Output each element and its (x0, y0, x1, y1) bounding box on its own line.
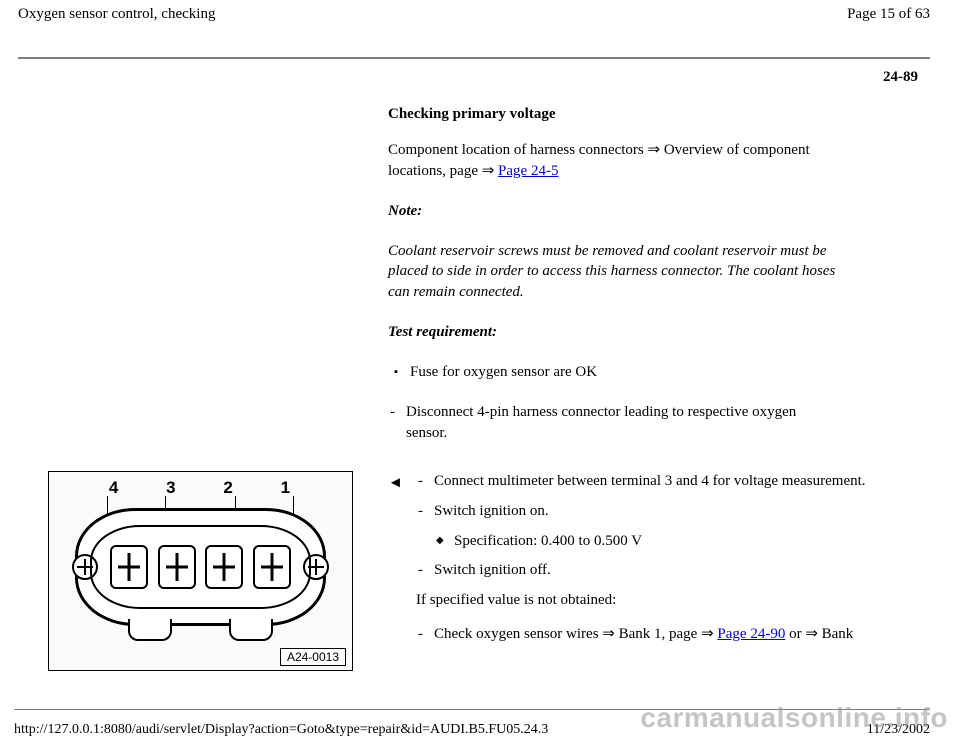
specification-value: Specification: 0.400 to 0.500 V (434, 531, 900, 551)
section-heading: Checking primary voltage (388, 104, 840, 124)
footer-url: http://127.0.0.1:8080/audi/servlet/Displ… (14, 722, 548, 738)
intro-paragraph: Component location of harness connectors… (388, 140, 840, 181)
step-connect-multimeter: Connect multimeter between terminal 3 an… (416, 471, 900, 491)
fig-label-2: 2 (223, 478, 232, 498)
step-ignition-off: Switch ignition off. (416, 560, 900, 580)
connector-pin (158, 545, 196, 589)
step-list-3: Switch ignition off. (416, 560, 900, 580)
connector-pin (253, 545, 291, 589)
page-indicator: Page 15 of 63 (847, 6, 930, 23)
connector-pin (110, 545, 148, 589)
check-prefix: Check oxygen sensor wires ⇒ Bank 1, page… (434, 626, 717, 642)
footer-date: 11/23/2002 (867, 722, 930, 738)
spec-list: Specification: 0.400 to 0.500 V (416, 531, 900, 551)
top-separator (18, 57, 930, 59)
check-list: Check oxygen sensor wires ⇒ Bank 1, page… (416, 624, 900, 644)
fig-label-1: 1 (281, 478, 290, 498)
note-body: Coolant reservoir screws must be removed… (388, 241, 840, 302)
check-suffix: or ⇒ Bank (789, 626, 853, 642)
note-label: Note: (388, 201, 840, 221)
requirement-label: Test requirement: (388, 322, 840, 342)
requirement-item: Fuse for oxygen sensor are OK (388, 362, 840, 382)
not-obtained-text: If specified value is not obtained: (416, 590, 900, 610)
step-list-2: Connect multimeter between terminal 3 an… (416, 471, 900, 522)
fig-label-3: 3 (166, 478, 175, 498)
link-page-24-5[interactable]: Page 24-5 (498, 163, 558, 179)
step-ignition-on: Switch ignition on. (416, 501, 900, 521)
step-disconnect: Disconnect 4-pin harness connector leadi… (388, 402, 840, 443)
figure-code: A24-0013 (280, 648, 346, 666)
link-page-24-90[interactable]: Page 24-90 (717, 626, 785, 642)
connector-figure: 4 3 2 1 (48, 471, 353, 671)
footer-separator (14, 709, 930, 710)
connector-pin (205, 545, 243, 589)
section-number: 24-89 (18, 69, 918, 86)
requirement-list: Fuse for oxygen sensor are OK (388, 362, 840, 382)
step-list-1: Disconnect 4-pin harness connector leadi… (388, 402, 840, 443)
pointer-arrow-icon: ◄ (388, 471, 416, 671)
fig-label-4: 4 (109, 478, 118, 498)
doc-title: Oxygen sensor control, checking (18, 6, 215, 23)
intro-text: Component location of harness connectors… (388, 142, 810, 178)
check-wires: Check oxygen sensor wires ⇒ Bank 1, page… (416, 624, 900, 644)
